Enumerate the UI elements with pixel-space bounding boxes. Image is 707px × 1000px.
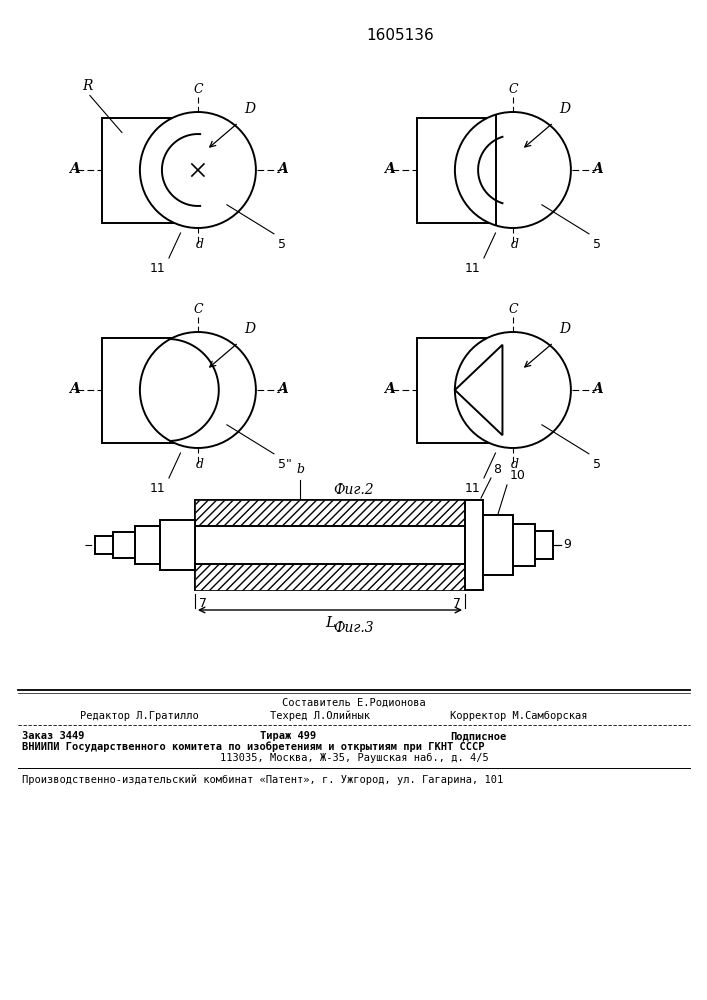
Bar	[195, 564, 465, 590]
Text: 11: 11	[465, 262, 481, 275]
Bar	[102, 338, 198, 442]
Bar	[465, 500, 483, 590]
Bar	[195, 500, 465, 590]
Text: d: d	[196, 238, 204, 251]
Bar	[102, 117, 198, 223]
Text: Фиг.2: Фиг.2	[334, 483, 374, 497]
Text: C: C	[193, 303, 203, 316]
Text: A: A	[278, 382, 288, 396]
Text: Производственно-издательский комбинат «Патент», г. Ужгород, ул. Гагарина, 101: Производственно-издательский комбинат «П…	[22, 775, 503, 785]
Text: 11: 11	[465, 482, 481, 495]
Text: 9: 9	[563, 538, 571, 552]
Text: d: d	[196, 458, 204, 471]
Text: 7: 7	[453, 597, 461, 610]
Text: Тираж 499: Тираж 499	[260, 731, 316, 741]
Text: 5: 5	[278, 238, 286, 251]
Text: R: R	[83, 79, 93, 93]
Text: A: A	[278, 162, 288, 176]
Text: Составитель Е.Родионова: Составитель Е.Родионова	[282, 698, 426, 708]
Text: C: C	[508, 83, 518, 96]
Text: A: A	[592, 162, 603, 176]
Text: Фиг.3: Фиг.3	[334, 621, 374, 635]
Text: Подписное: Подписное	[450, 731, 506, 741]
Text: A: A	[69, 162, 81, 176]
Text: A: A	[385, 162, 395, 176]
Text: d: d	[511, 238, 519, 251]
Text: 11: 11	[150, 262, 166, 275]
Text: D: D	[245, 322, 256, 336]
Bar	[195, 500, 465, 526]
Text: b: b	[296, 463, 304, 476]
Text: 5": 5"	[278, 458, 292, 471]
Text: 5: 5	[593, 238, 601, 251]
Bar	[135, 526, 160, 564]
Text: C: C	[193, 83, 203, 96]
Circle shape	[140, 332, 256, 448]
Text: d: d	[511, 458, 519, 471]
Text: Корректор М.Самборская: Корректор М.Самборская	[450, 711, 588, 721]
Text: D: D	[559, 102, 571, 116]
Text: 11: 11	[150, 482, 166, 495]
Text: 1605136: 1605136	[366, 27, 434, 42]
Text: L: L	[325, 616, 335, 630]
Text: 7: 7	[199, 597, 207, 610]
Text: Техред Л.Олийнык: Техред Л.Олийнык	[270, 711, 370, 721]
Text: 5: 5	[593, 458, 601, 471]
Bar	[417, 117, 513, 223]
Text: A: A	[592, 382, 603, 396]
Text: A: A	[385, 382, 395, 396]
Circle shape	[455, 332, 571, 448]
Text: C: C	[508, 303, 518, 316]
Text: A: A	[69, 382, 81, 396]
Text: Заказ 3449: Заказ 3449	[22, 731, 85, 741]
Bar	[95, 536, 113, 554]
Bar	[483, 515, 513, 575]
Text: Редактор Л.Гратилло: Редактор Л.Гратилло	[80, 711, 199, 721]
Text: 10: 10	[510, 469, 526, 482]
Circle shape	[140, 112, 256, 228]
Bar	[160, 520, 195, 570]
Circle shape	[455, 112, 571, 228]
Polygon shape	[455, 345, 503, 435]
Text: 113035, Москва, Ж-35, Раушская наб., д. 4/5: 113035, Москва, Ж-35, Раушская наб., д. …	[220, 753, 489, 763]
Text: D: D	[245, 102, 256, 116]
Bar	[513, 524, 535, 566]
Bar	[417, 338, 513, 442]
Bar	[113, 532, 135, 558]
Text: D: D	[559, 322, 571, 336]
Text: ВНИИПИ Государственного комитета по изобретениям и открытиям при ГКНТ СССР: ВНИИПИ Государственного комитета по изоб…	[22, 742, 484, 752]
Bar	[535, 531, 553, 559]
Text: 8: 8	[493, 463, 501, 476]
